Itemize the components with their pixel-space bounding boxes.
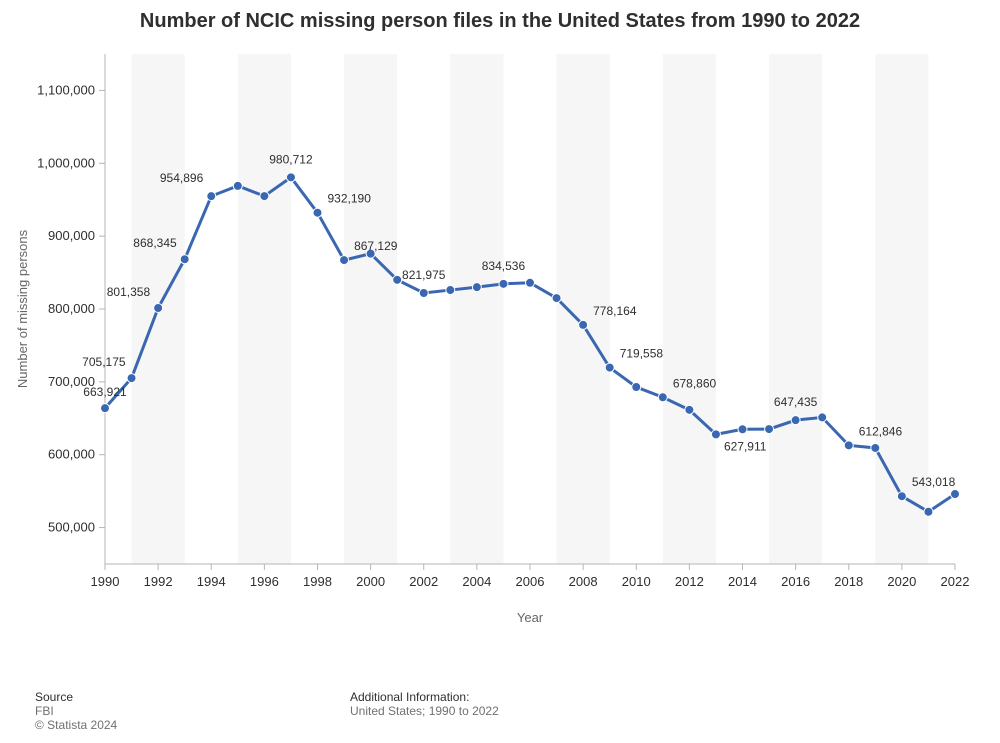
data-point (791, 416, 800, 425)
data-point (685, 405, 694, 414)
data-point (579, 320, 588, 329)
chart-plot: 500,000600,000700,000800,000900,0001,000… (0, 0, 985, 654)
x-tick-label: 2014 (728, 574, 757, 589)
x-axis-label: Year (517, 610, 544, 625)
data-point (658, 393, 667, 402)
x-tick-label: 1990 (91, 574, 120, 589)
info-label: Additional Information: (350, 690, 499, 704)
plot-band (769, 54, 822, 564)
data-point (951, 490, 960, 499)
data-point (472, 283, 481, 292)
y-tick-label: 600,000 (48, 447, 95, 462)
data-point (340, 256, 349, 265)
data-point (871, 443, 880, 452)
plot-band (238, 54, 291, 564)
copyright: © Statista 2024 (35, 718, 117, 732)
data-label: 705,175 (82, 355, 126, 369)
data-point (711, 430, 720, 439)
x-tick-label: 1994 (197, 574, 226, 589)
series-line (105, 177, 955, 511)
data-point (499, 279, 508, 288)
data-point (101, 404, 110, 413)
data-label: 868,345 (133, 236, 177, 250)
footer-info: Additional Information: United States; 1… (350, 690, 499, 718)
x-tick-label: 1998 (303, 574, 332, 589)
data-point (207, 192, 216, 201)
y-tick-label: 900,000 (48, 228, 95, 243)
data-label: 663,921 (83, 385, 127, 399)
data-point (393, 275, 402, 284)
data-label: 801,358 (107, 285, 151, 299)
x-tick-label: 2002 (409, 574, 438, 589)
data-label: 627,911 (724, 439, 767, 453)
data-point (897, 492, 906, 501)
y-tick-label: 1,100,000 (37, 82, 95, 97)
data-point (286, 173, 295, 182)
source-label: Source (35, 690, 117, 704)
info-value: United States; 1990 to 2022 (350, 704, 499, 718)
data-point (632, 382, 641, 391)
data-label: 834,536 (482, 259, 526, 273)
y-tick-label: 500,000 (48, 520, 95, 535)
x-tick-label: 2004 (462, 574, 491, 589)
x-tick-label: 2000 (356, 574, 385, 589)
data-point (154, 304, 163, 313)
x-tick-label: 2010 (622, 574, 651, 589)
data-point (127, 374, 136, 383)
data-label: 954,896 (160, 171, 204, 185)
data-label: 980,712 (269, 152, 313, 166)
y-tick-label: 1,000,000 (37, 155, 95, 170)
x-tick-label: 1996 (250, 574, 279, 589)
data-point (419, 288, 428, 297)
data-label: 719,558 (620, 347, 664, 361)
x-tick-label: 2022 (941, 574, 970, 589)
footer-source: Source FBI © Statista 2024 (35, 690, 117, 732)
source-value: FBI (35, 704, 117, 718)
y-axis-label: Number of missing persons (15, 229, 30, 388)
data-label: 821,975 (402, 268, 446, 282)
data-label: 647,435 (774, 395, 818, 409)
x-tick-label: 2006 (516, 574, 545, 589)
data-point (738, 425, 747, 434)
x-tick-label: 1992 (144, 574, 173, 589)
data-label: 778,164 (593, 304, 637, 318)
data-point (818, 413, 827, 422)
x-tick-label: 2018 (834, 574, 863, 589)
data-point (605, 363, 614, 372)
data-point (260, 192, 269, 201)
data-point (924, 507, 933, 516)
data-point (765, 425, 774, 434)
data-point (180, 255, 189, 264)
plot-band (663, 54, 716, 564)
x-tick-label: 2008 (569, 574, 598, 589)
data-label: 543,018 (912, 475, 956, 489)
plot-band (450, 54, 503, 564)
data-label: 867,129 (354, 239, 398, 253)
data-label: 678,860 (673, 376, 717, 390)
data-point (844, 441, 853, 450)
data-label: 612,846 (859, 424, 903, 438)
x-tick-label: 2016 (781, 574, 810, 589)
y-tick-label: 800,000 (48, 301, 95, 316)
data-label: 932,190 (328, 192, 372, 206)
plot-band (344, 54, 397, 564)
x-tick-label: 2020 (887, 574, 916, 589)
data-point (233, 181, 242, 190)
data-point (552, 294, 561, 303)
data-point (446, 286, 455, 295)
data-point (526, 278, 535, 287)
x-tick-label: 2012 (675, 574, 704, 589)
data-point (313, 208, 322, 217)
